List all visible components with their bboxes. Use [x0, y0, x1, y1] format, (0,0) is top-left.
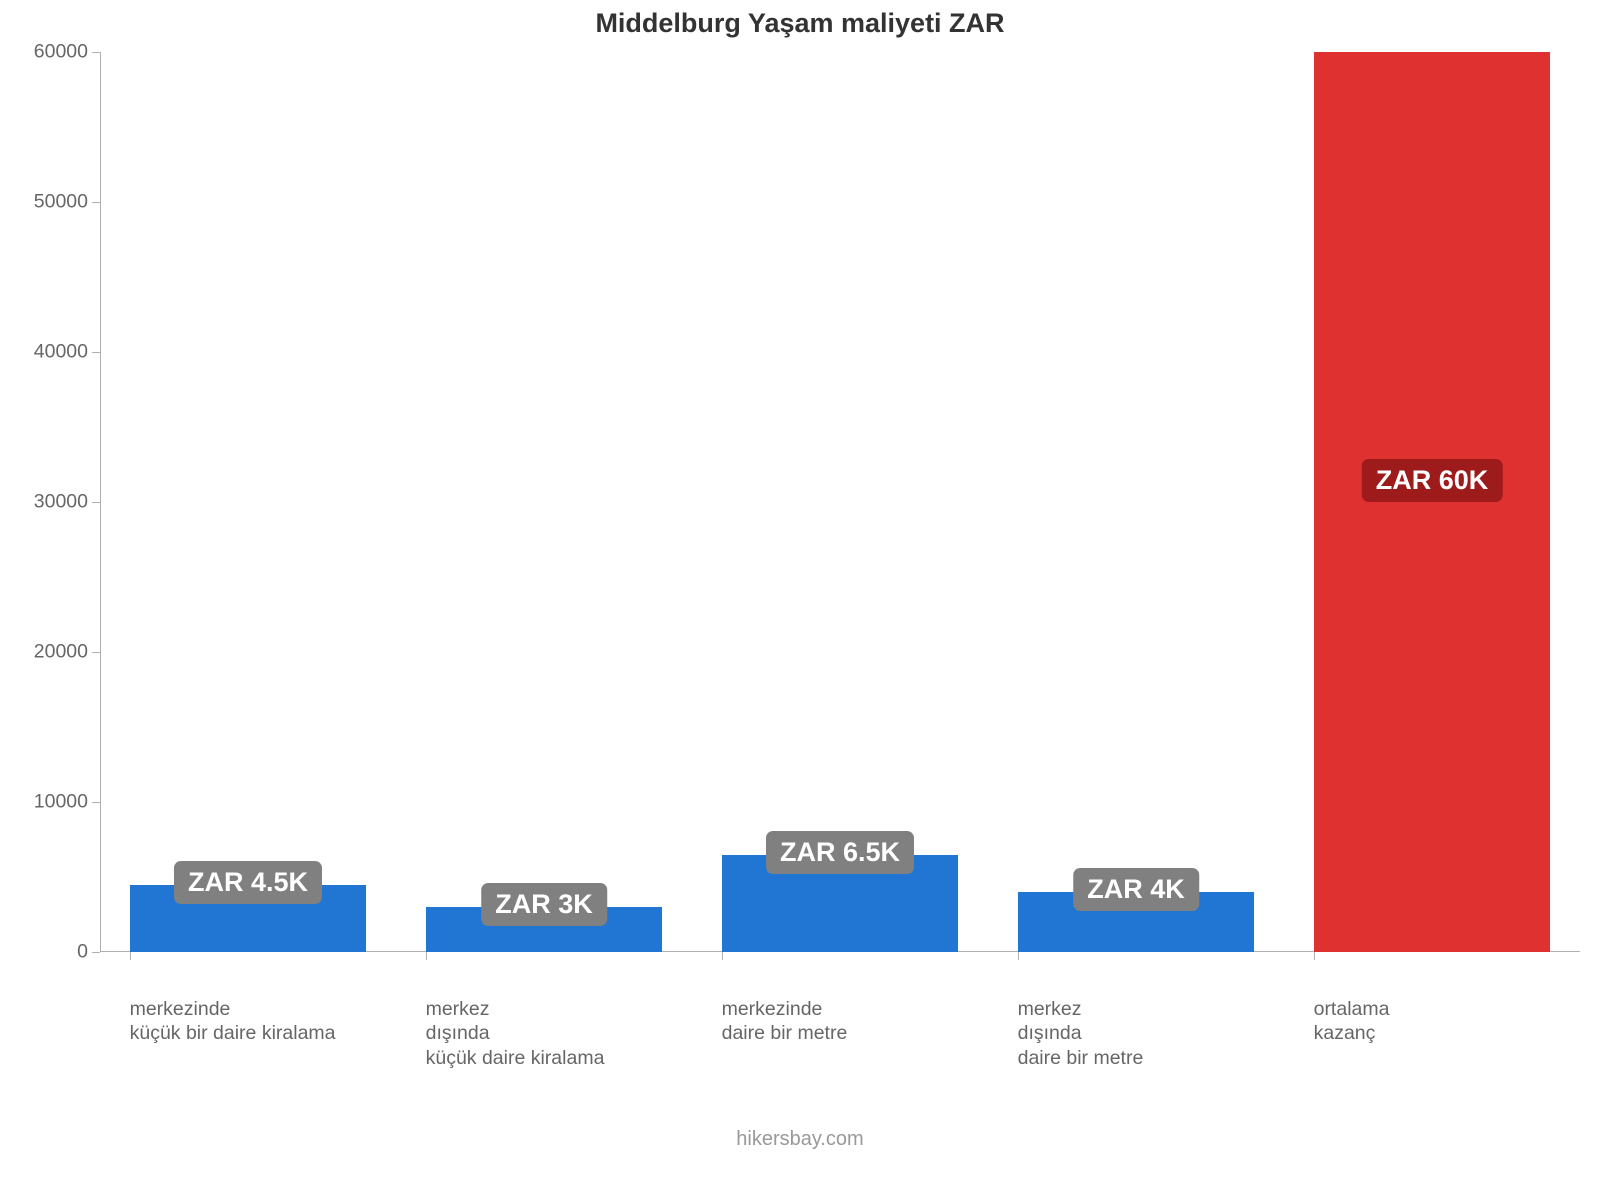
x-tick: [722, 952, 723, 960]
x-tick-label: merkezinde daire bir metre: [722, 997, 848, 1046]
x-tick: [1018, 952, 1019, 960]
bar-value-label: ZAR 3K: [481, 883, 607, 926]
y-tick-label: 40000: [34, 341, 88, 364]
bar-value-label: ZAR 4K: [1073, 868, 1199, 911]
attribution-text: hikersbay.com: [0, 1128, 1600, 1151]
y-tick: [92, 652, 100, 653]
x-tick: [1314, 952, 1315, 960]
y-tick-label: 30000: [34, 491, 88, 514]
bar: [1314, 52, 1551, 952]
y-tick: [92, 202, 100, 203]
y-tick-label: 10000: [34, 791, 88, 814]
bar-value-label: ZAR 6.5K: [766, 831, 914, 874]
y-axis-line: [100, 52, 101, 952]
chart-title: Middelburg Yaşam maliyeti ZAR: [0, 8, 1600, 39]
bar-value-label: ZAR 60K: [1362, 459, 1503, 502]
y-tick: [92, 52, 100, 53]
x-tick: [130, 952, 131, 960]
cost-of-living-chart: Middelburg Yaşam maliyeti ZAR 0100002000…: [0, 0, 1600, 1200]
plot-area: 0100002000030000400005000060000merkezind…: [100, 52, 1580, 952]
bar-value-label: ZAR 4.5K: [174, 861, 322, 904]
y-tick-label: 50000: [34, 191, 88, 214]
x-tick: [426, 952, 427, 960]
y-tick-label: 20000: [34, 641, 88, 664]
y-tick: [92, 502, 100, 503]
x-tick-label: merkezinde küçük bir daire kiralama: [130, 997, 336, 1046]
x-tick-label: ortalama kazanç: [1314, 997, 1390, 1046]
x-tick-label: merkez dışında küçük daire kiralama: [426, 997, 605, 1070]
y-tick: [92, 352, 100, 353]
y-tick: [92, 802, 100, 803]
y-tick-label: 60000: [34, 41, 88, 64]
y-tick: [92, 952, 100, 953]
y-tick-label: 0: [77, 941, 88, 964]
x-tick-label: merkez dışında daire bir metre: [1018, 997, 1144, 1070]
